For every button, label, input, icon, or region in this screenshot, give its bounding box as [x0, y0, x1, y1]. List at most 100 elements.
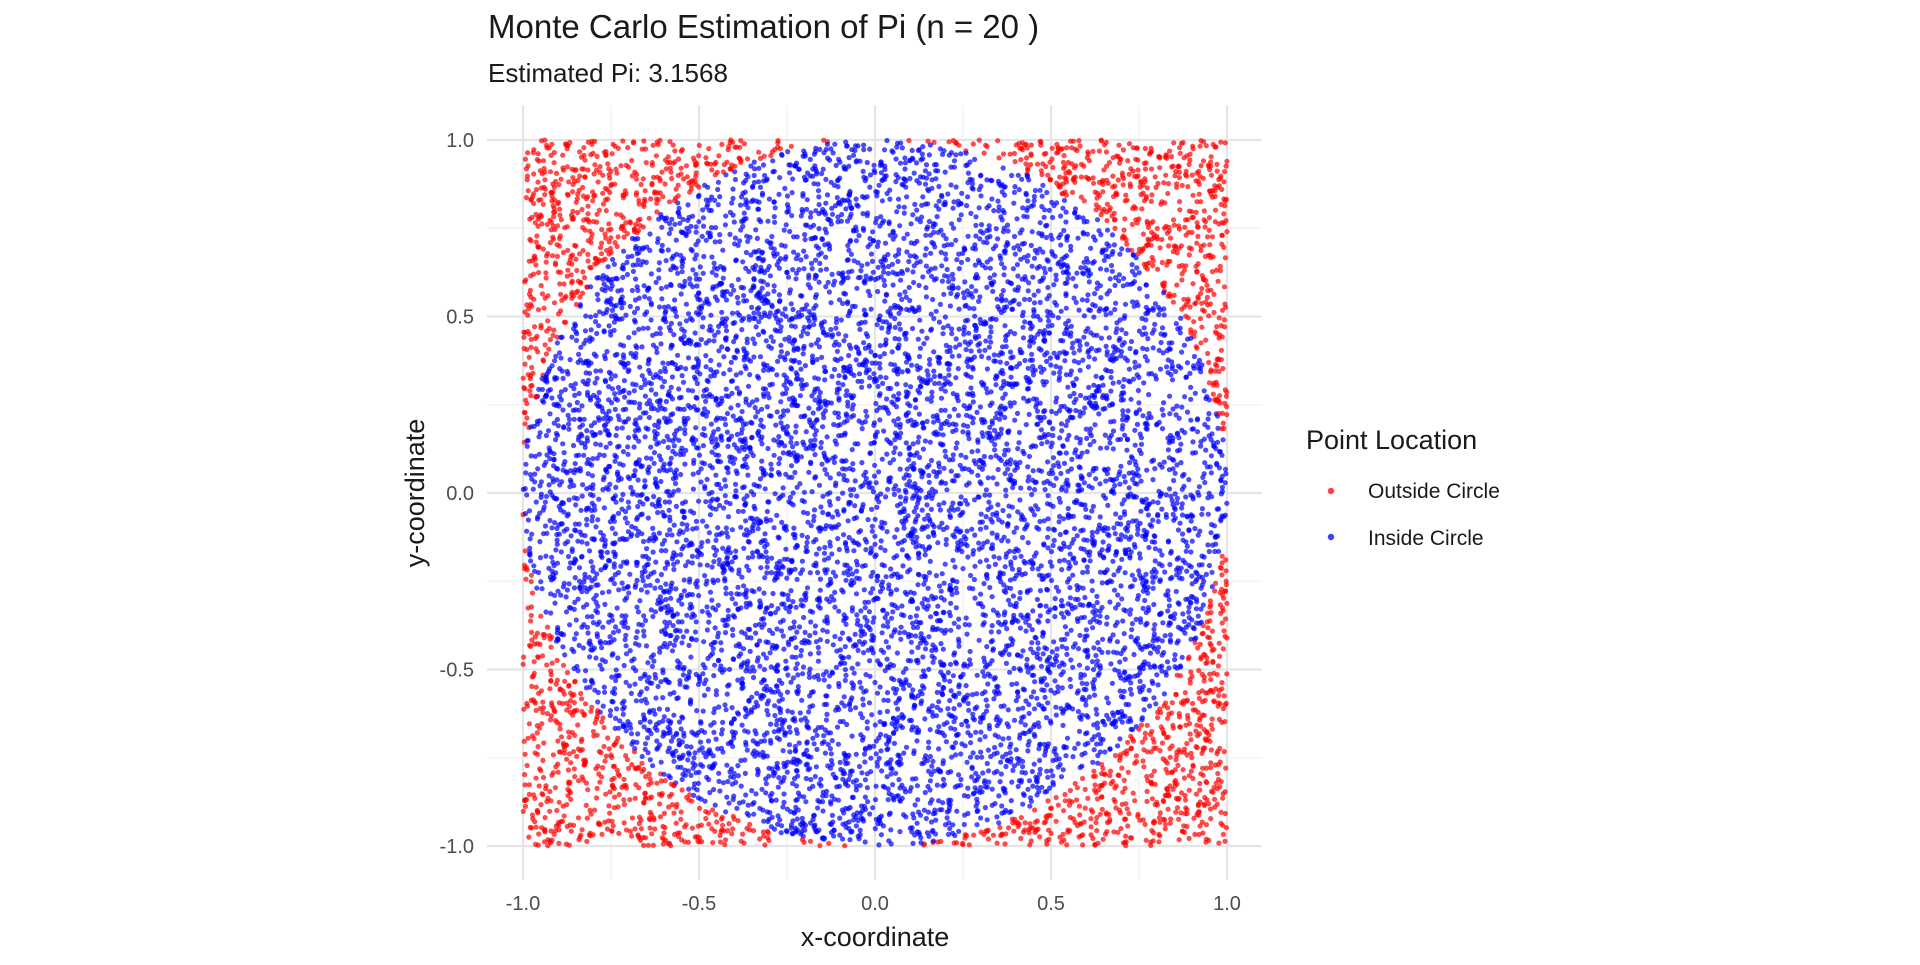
point-outside	[842, 843, 847, 848]
point-inside	[1008, 742, 1013, 747]
point-inside	[744, 250, 749, 255]
point-inside	[1034, 525, 1039, 530]
point-outside	[1171, 217, 1176, 222]
point-outside	[706, 822, 711, 827]
point-inside	[727, 769, 732, 774]
point-inside	[971, 399, 976, 404]
point-inside	[1054, 277, 1059, 282]
point-inside	[1059, 567, 1064, 572]
point-outside	[686, 180, 691, 185]
point-inside	[783, 391, 788, 396]
point-outside	[574, 754, 579, 759]
point-inside	[756, 655, 761, 660]
point-inside	[632, 318, 637, 323]
point-inside	[1107, 599, 1112, 604]
point-outside	[534, 233, 539, 238]
point-inside	[880, 630, 885, 635]
point-inside	[597, 390, 602, 395]
point-inside	[1074, 376, 1079, 381]
point-inside	[884, 293, 889, 298]
point-inside	[1030, 358, 1035, 363]
point-outside	[1125, 198, 1130, 203]
point-inside	[1125, 247, 1130, 252]
point-inside	[970, 420, 975, 425]
point-inside	[988, 324, 993, 329]
point-inside	[835, 390, 840, 395]
point-inside	[1018, 626, 1023, 631]
point-outside	[1169, 710, 1174, 715]
point-inside	[628, 485, 633, 490]
point-inside	[649, 681, 654, 686]
point-outside	[534, 240, 539, 245]
point-inside	[1051, 543, 1056, 548]
point-inside	[1059, 421, 1064, 426]
point-inside	[1050, 649, 1055, 654]
point-inside	[969, 348, 974, 353]
point-inside	[713, 239, 718, 244]
point-outside	[1210, 716, 1215, 721]
point-inside	[884, 639, 889, 644]
point-inside	[811, 518, 816, 523]
point-outside	[628, 829, 633, 834]
point-inside	[785, 593, 790, 598]
point-inside	[659, 572, 664, 577]
point-outside	[524, 415, 529, 420]
point-inside	[676, 488, 681, 493]
point-inside	[1031, 203, 1036, 208]
point-outside	[1203, 254, 1208, 259]
point-inside	[859, 263, 864, 268]
point-inside	[1026, 729, 1031, 734]
point-outside	[1166, 243, 1171, 248]
point-inside	[753, 791, 758, 796]
point-inside	[885, 746, 890, 751]
point-inside	[641, 629, 646, 634]
point-outside	[1161, 798, 1166, 803]
point-inside	[1072, 526, 1077, 531]
point-inside	[896, 391, 901, 396]
point-inside	[640, 492, 645, 497]
point-outside	[1080, 776, 1085, 781]
point-inside	[815, 805, 820, 810]
point-inside	[1091, 315, 1096, 320]
point-inside	[1025, 657, 1030, 662]
point-inside	[738, 203, 743, 208]
point-inside	[818, 445, 823, 450]
point-inside	[778, 343, 783, 348]
point-inside	[950, 558, 955, 563]
point-inside	[1154, 672, 1159, 677]
point-inside	[825, 217, 830, 222]
point-inside	[935, 690, 940, 695]
point-outside	[1013, 159, 1018, 164]
point-outside	[541, 202, 546, 207]
point-inside	[832, 142, 837, 147]
point-outside	[1210, 727, 1215, 732]
point-inside	[1027, 398, 1032, 403]
point-outside	[1166, 807, 1171, 812]
point-outside	[553, 785, 558, 790]
point-inside	[940, 331, 945, 336]
point-outside	[789, 144, 794, 149]
point-inside	[1183, 494, 1188, 499]
point-inside	[1191, 363, 1196, 368]
point-inside	[1159, 340, 1164, 345]
point-inside	[1022, 559, 1027, 564]
point-inside	[681, 380, 686, 385]
point-inside	[864, 414, 869, 419]
point-inside	[724, 328, 729, 333]
point-outside	[1118, 826, 1123, 831]
point-inside	[752, 482, 757, 487]
point-outside	[574, 268, 579, 273]
point-inside	[807, 671, 812, 676]
point-inside	[816, 188, 821, 193]
point-inside	[817, 546, 822, 551]
point-inside	[548, 610, 553, 615]
point-inside	[975, 755, 980, 760]
point-outside	[1135, 167, 1140, 172]
point-inside	[828, 300, 833, 305]
point-inside	[783, 659, 788, 664]
point-inside	[792, 619, 797, 624]
point-inside	[862, 759, 867, 764]
point-inside	[634, 605, 639, 610]
point-inside	[898, 327, 903, 332]
